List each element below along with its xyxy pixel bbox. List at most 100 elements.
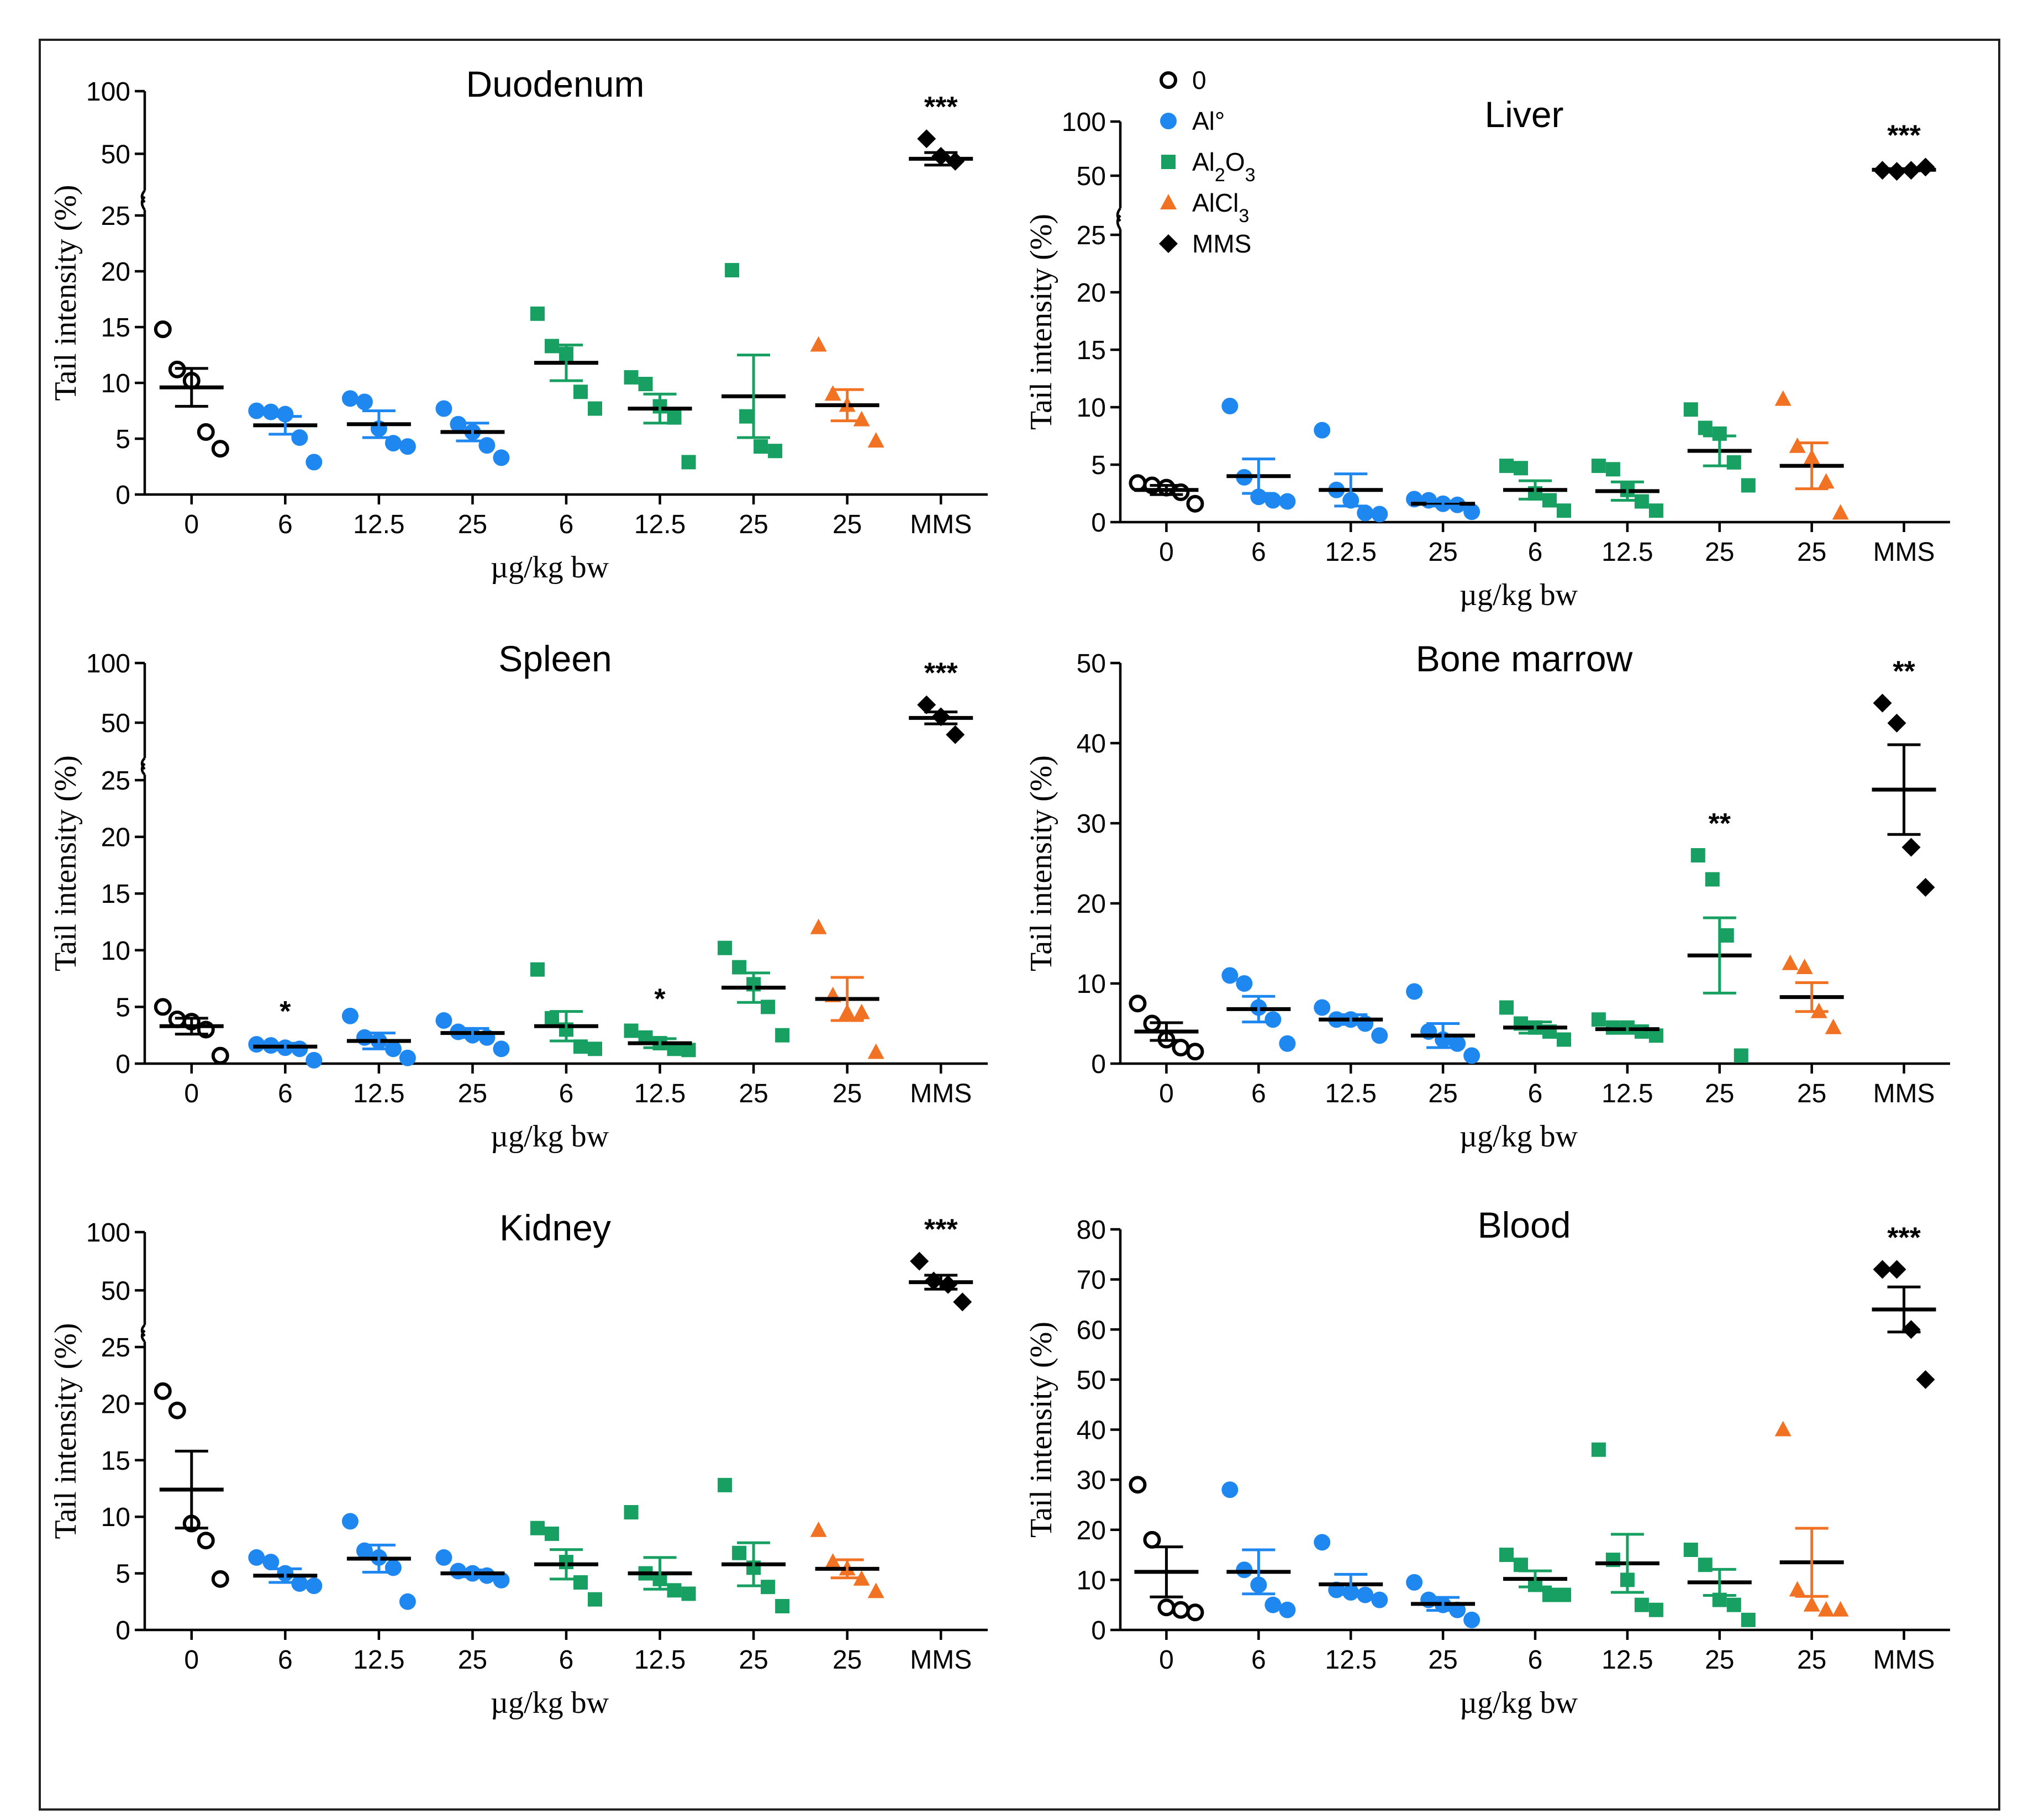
data-point <box>910 1251 929 1271</box>
y-tick-label: 0 <box>1091 1616 1106 1645</box>
series-Al2O3-25 <box>1683 402 1756 493</box>
data-point <box>1221 397 1239 414</box>
series-Al2O3-6 <box>530 962 602 1056</box>
x-tick-label: 6 <box>1528 1079 1543 1108</box>
axes: 0 5 10 15 20 25 50 100 0 6 12.5 25 6 12.5 25 25 MMS µg/kg… <box>49 1218 988 1720</box>
data-point <box>1774 1421 1792 1437</box>
series-MMS-MMS <box>909 1251 973 1312</box>
axis-break-mark <box>140 1329 146 1343</box>
series-Al2O3-12.5 <box>624 370 696 470</box>
data-point <box>399 438 416 455</box>
data-point <box>211 1570 229 1588</box>
x-tick-label: 25 <box>1705 538 1734 567</box>
x-tick-label: 12.5 <box>353 1645 404 1675</box>
x-tick-label: 6 <box>559 1079 574 1108</box>
series-0-0 <box>1129 1476 1204 1622</box>
y-tick-label: 0 <box>115 1050 130 1079</box>
data-point <box>305 1051 323 1069</box>
series-Al-25 <box>1406 491 1480 520</box>
data-point <box>754 439 768 454</box>
panel-blood: 0 10 20 30 40 50 60 70 80 0 6 12.5 25 6 12.5 25 25 MMS µg/… <box>1024 1204 1950 1720</box>
y-tick-label: 20 <box>101 823 130 853</box>
data-point <box>1463 1047 1480 1064</box>
y-tick-label: 70 <box>1077 1266 1106 1295</box>
data-point <box>493 449 510 466</box>
series-AlCl3-25 <box>1779 954 1844 1034</box>
data-point <box>1690 848 1705 862</box>
data-point <box>1916 878 1935 897</box>
data-point <box>946 725 965 744</box>
y-tick-label: 100 <box>86 1218 130 1248</box>
data-point <box>168 1401 186 1419</box>
axis-break-mark <box>1116 214 1121 230</box>
data-point <box>1557 1032 1571 1047</box>
chart-title: Spleen <box>498 638 612 679</box>
y-tick-label: 5 <box>115 425 130 454</box>
series-AlCl3-25 <box>1774 1421 1849 1617</box>
y-tick-label: 20 <box>101 257 130 287</box>
data-point <box>624 1505 639 1520</box>
axis-break-mark <box>140 1324 146 1337</box>
panel-liver: 0 5 10 15 20 25 50 100 0 6 12.5 25 6 12.5 25 25 MMS µg/kg… <box>1024 94 1950 612</box>
x-tick-label: MMS <box>1873 1079 1935 1108</box>
data-point <box>1916 1370 1935 1389</box>
series-Al2O3-25 <box>718 940 790 1043</box>
data-point <box>718 940 733 955</box>
y-tick-label: 20 <box>1077 278 1106 308</box>
data-point <box>399 1593 416 1610</box>
data-point <box>1236 1561 1253 1579</box>
data-point <box>356 393 373 411</box>
x-tick-label: 6 <box>1528 1645 1543 1675</box>
legend-marker-Al <box>1160 113 1177 129</box>
y-axis-title: Tail intensity (%) <box>49 1323 83 1539</box>
axes: 0 5 10 15 20 25 50 100 0 6 12.5 25 6 12.5 25 25 MMS µg/kg… <box>1024 108 1950 612</box>
legend-marker-AlCl3 <box>1160 194 1177 209</box>
significance-label: *** <box>924 91 958 123</box>
axis-break-mark <box>140 762 146 776</box>
data-point <box>211 440 229 458</box>
x-axis-title: µg/kg bw <box>1460 1119 1578 1154</box>
y-tick-label: 80 <box>1077 1216 1106 1245</box>
data-point <box>305 1577 323 1595</box>
y-axis-title: Tail intensity (%) <box>1024 214 1058 430</box>
series-Al-6 <box>248 1036 323 1069</box>
y-tick-label: 25 <box>101 202 130 231</box>
data-point <box>917 695 936 714</box>
x-tick-label: 12.5 <box>353 510 404 539</box>
series-AlCl3-25 <box>1774 390 1849 520</box>
x-tick-label: 12.5 <box>353 1079 404 1108</box>
series-Al2O3-25 <box>1683 1543 1756 1627</box>
data-point <box>1463 503 1480 520</box>
series-Al-6 <box>248 402 323 471</box>
series-Al2O3-6 <box>530 306 602 416</box>
x-tick-label: MMS <box>910 1645 972 1675</box>
significance-label: * <box>654 983 666 1015</box>
x-tick-label: 0 <box>1159 1079 1174 1108</box>
series-Al2O3-12.5 <box>1591 1012 1663 1043</box>
x-tick-label: 25 <box>833 510 862 539</box>
y-tick-label: 10 <box>101 369 130 398</box>
x-tick-label: MMS <box>1873 1645 1935 1675</box>
data-point <box>824 385 841 401</box>
data-point <box>1172 1601 1190 1619</box>
chart-title: Blood <box>1478 1204 1571 1245</box>
series-MMS-MMS <box>909 695 973 744</box>
data-point <box>262 1554 280 1571</box>
data-point <box>1463 1611 1480 1628</box>
data-point <box>1371 1591 1388 1608</box>
series-Al2O3-12.5 <box>1591 459 1663 518</box>
data-point <box>775 1598 790 1613</box>
x-tick-label: 25 <box>739 510 768 539</box>
data-point <box>1873 1260 1892 1279</box>
series-MMS-MMS <box>1872 693 1936 897</box>
data-point <box>154 1382 172 1400</box>
y-tick-label: 20 <box>101 1390 130 1419</box>
data-point <box>248 1549 265 1566</box>
x-axis-title: µg/kg bw <box>491 1119 609 1154</box>
data-point <box>1186 1043 1204 1061</box>
data-point <box>341 390 359 407</box>
data-point <box>277 406 294 423</box>
data-point <box>867 1582 884 1598</box>
data-point <box>624 370 639 385</box>
